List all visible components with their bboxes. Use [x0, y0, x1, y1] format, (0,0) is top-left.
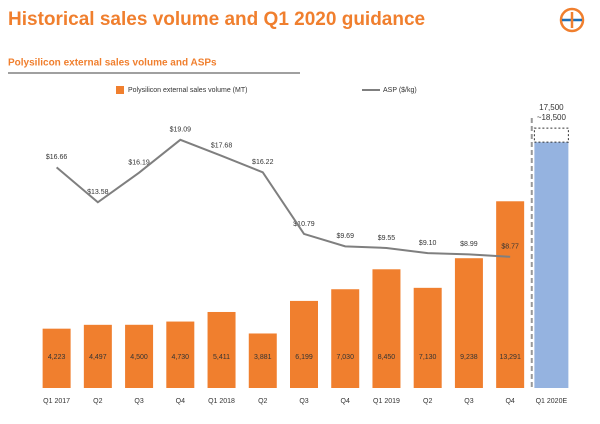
asp-line [55, 138, 511, 258]
line-label: $16.22 [252, 159, 274, 166]
line-label: $8.99 [460, 241, 478, 248]
bar-label: 13,291 [499, 354, 521, 361]
bar [413, 287, 442, 388]
bar-label: 7,130 [419, 354, 437, 361]
legend-swatch [116, 86, 124, 94]
bar-label: 8,450 [378, 354, 396, 361]
x-tick-label: Q2 [258, 398, 267, 405]
line-label: $17.68 [211, 143, 233, 150]
x-tick-label: Q3 [464, 398, 473, 405]
x-tick-label: Q4 [505, 398, 514, 405]
bar-label: 3,881 [254, 354, 272, 361]
line-label: $9.10 [419, 240, 437, 247]
chart-subtitle: Polysilicon external sales volume and AS… [8, 58, 217, 69]
x-tick-label: Q2 [423, 398, 432, 405]
legend-label: ASP ($/kg) [383, 87, 417, 94]
chart-title: Historical sales volume and Q1 2020 guid… [8, 9, 425, 30]
line-label: $9.55 [378, 235, 396, 242]
bar [290, 300, 318, 388]
x-tick-label: Q1 2017 [43, 398, 70, 405]
line-label: $16.19 [128, 160, 150, 167]
x-tick-label: Q1 2018 [208, 398, 235, 405]
bar [83, 324, 112, 388]
bar [454, 258, 483, 388]
bar-label: 5,411 [213, 354, 230, 361]
bar-label: 4,500 [130, 354, 148, 361]
bar [207, 311, 236, 388]
line-label: $9.69 [336, 233, 354, 240]
bar-label: 9,238 [460, 354, 478, 361]
line-label: $13.58 [87, 189, 109, 196]
legend-label: Polysilicon external sales volume (MT) [128, 87, 247, 94]
x-tick-label: Q4 [176, 398, 185, 405]
x-tick-label: Q1 2019 [373, 398, 400, 405]
guidance-bar [534, 142, 569, 388]
logo [559, 7, 585, 33]
bar [496, 201, 525, 388]
x-tick-label: Q4 [341, 398, 350, 405]
x-tick-label: Q3 [134, 398, 143, 405]
bar [372, 269, 401, 388]
guidance-range [533, 127, 569, 143]
bar-label: 6,199 [295, 354, 313, 361]
line-label: $16.66 [46, 154, 68, 161]
line-label: $8.77 [501, 244, 519, 251]
line-label: $10.79 [293, 221, 315, 228]
x-tick-label: Q2 [93, 398, 102, 405]
x-tick-label: Q1 2020E [536, 398, 568, 405]
bar [331, 289, 360, 388]
bar-label: 7,030 [336, 354, 354, 361]
bar [248, 333, 277, 388]
bar [125, 324, 154, 388]
bar-label: 4,223 [48, 354, 66, 361]
bar-label: 4,497 [89, 354, 107, 361]
bar-label: 4,730 [172, 354, 190, 361]
bar [166, 321, 195, 388]
guidance-label: ~18,500 [537, 113, 567, 122]
bar [42, 328, 71, 388]
guidance-label: 17,500 [539, 103, 564, 112]
x-tick-label: Q3 [299, 398, 308, 405]
line-label: $19.09 [170, 127, 192, 134]
